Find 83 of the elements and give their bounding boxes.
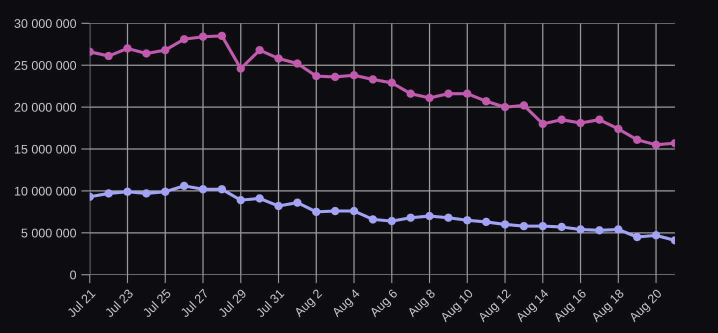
point xyxy=(482,218,490,226)
point xyxy=(444,90,453,98)
point xyxy=(595,226,604,234)
point xyxy=(520,101,528,110)
point xyxy=(180,182,188,190)
point xyxy=(236,196,245,204)
point xyxy=(406,90,415,98)
point xyxy=(104,189,113,198)
x-tick-label: Jul 23 xyxy=(104,288,134,318)
point xyxy=(350,71,358,80)
x-tick-label: Aug 12 xyxy=(477,288,513,324)
point xyxy=(161,46,170,54)
point xyxy=(633,136,642,144)
point xyxy=(330,206,340,216)
point xyxy=(388,78,396,87)
point xyxy=(218,185,226,194)
point xyxy=(312,72,320,80)
point xyxy=(425,212,434,220)
y-tick-label: 10 000 000 xyxy=(14,186,76,196)
y-tick-label: 0 xyxy=(70,270,76,280)
point xyxy=(142,49,151,58)
point xyxy=(652,231,660,240)
point xyxy=(388,216,396,226)
point xyxy=(538,222,547,230)
point xyxy=(142,189,151,198)
point xyxy=(444,214,453,222)
point xyxy=(557,116,566,124)
point xyxy=(557,222,566,232)
point xyxy=(652,140,660,149)
point xyxy=(198,185,208,194)
point xyxy=(576,225,585,234)
point xyxy=(368,215,378,224)
point xyxy=(104,52,113,60)
x-tick-label: Jul 29 xyxy=(217,288,247,318)
y-tick-label: 25 000 000 xyxy=(14,61,76,70)
point xyxy=(312,208,320,216)
point xyxy=(293,198,302,207)
point xyxy=(576,118,585,128)
x-tick-label: Aug 16 xyxy=(552,288,588,324)
point xyxy=(538,120,547,128)
point xyxy=(350,206,358,216)
x-tick-label: Jul 21 xyxy=(66,288,96,318)
x-tick-label: Aug 8 xyxy=(406,288,438,320)
point xyxy=(425,94,434,102)
point xyxy=(255,46,264,54)
point xyxy=(595,116,604,124)
x-tick-label: Aug 20 xyxy=(628,288,664,324)
point xyxy=(255,194,264,203)
x-tick-label: Aug 6 xyxy=(368,288,400,320)
point xyxy=(218,32,226,40)
point xyxy=(161,188,170,196)
point xyxy=(236,64,245,73)
point xyxy=(180,35,188,44)
point xyxy=(482,97,490,106)
y-tick-label: 5 000 000 xyxy=(21,228,76,238)
point xyxy=(274,202,283,210)
point xyxy=(330,72,340,82)
point xyxy=(463,90,472,98)
point xyxy=(293,59,302,68)
point xyxy=(633,232,642,242)
x-tick-label: Aug 14 xyxy=(515,288,551,324)
y-tick-label: 15 000 000 xyxy=(14,144,76,154)
point xyxy=(274,54,283,63)
x-tick-label: Aug 4 xyxy=(331,288,362,320)
point xyxy=(368,75,378,84)
point xyxy=(123,188,132,196)
point xyxy=(614,225,622,234)
x-tick-label: Aug 2 xyxy=(293,288,324,320)
point xyxy=(614,124,622,134)
point xyxy=(520,222,528,230)
point xyxy=(500,102,510,112)
point xyxy=(198,32,208,41)
point xyxy=(500,220,510,229)
x-tick-label: Aug 18 xyxy=(590,288,626,324)
x-tick-label: Jul 27 xyxy=(180,288,210,318)
x-tick-label: Jul 25 xyxy=(142,288,172,318)
point xyxy=(406,214,415,222)
point xyxy=(123,44,132,53)
y-tick-label: 30 000 000 xyxy=(14,19,76,28)
x-tick-label: Aug 10 xyxy=(440,288,476,324)
x-tick-label: Jul 31 xyxy=(255,288,285,318)
point xyxy=(463,216,472,224)
y-tick-label: 20 000 000 xyxy=(14,102,76,112)
